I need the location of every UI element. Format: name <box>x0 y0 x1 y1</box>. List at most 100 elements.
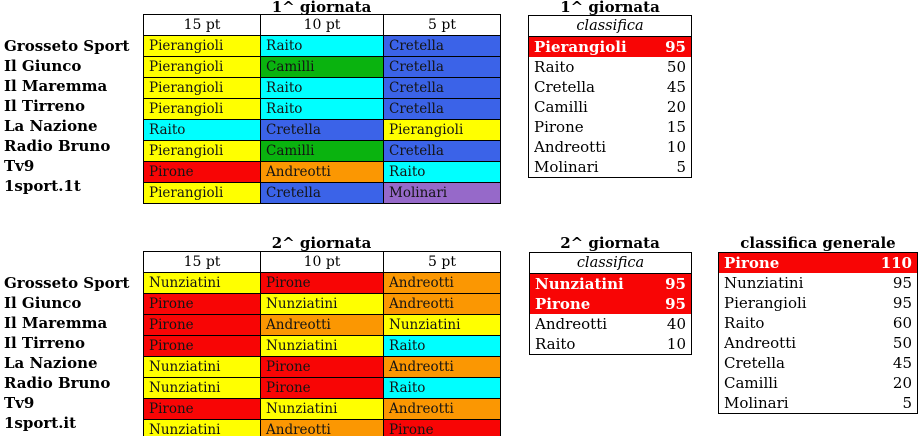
vote-cell: Nunziatini <box>143 419 261 436</box>
publication-label: Il Maremma <box>4 77 108 95</box>
vote-cell: Andreotti <box>260 314 384 336</box>
vote-cell: Pierangioli <box>143 182 261 204</box>
vote-cell: Pirone <box>143 314 261 336</box>
vote-cell: Pirone <box>143 161 261 183</box>
votes-row: Pirone Nunziatini Raito <box>143 335 501 357</box>
vote-cell: Cretella <box>383 140 501 162</box>
classifica-row: Molinari 5 <box>529 157 691 177</box>
general-standings-row: Pirone 110 <box>719 253 917 273</box>
matchday-1-title: 1^ giornata <box>271 0 372 16</box>
votes-row: Pierangioli Camilli Cretella <box>143 56 501 78</box>
points-header-row: 15 pt 10 pt 5 pt <box>143 14 501 36</box>
vote-cell: Nunziatini <box>260 293 384 315</box>
classifica-points: 50 <box>666 58 686 76</box>
general-standings-row: Camilli 20 <box>719 373 917 393</box>
classifica-name: Pirone <box>534 118 584 136</box>
publication-label: La Nazione <box>4 354 98 372</box>
classifica-name: Andreotti <box>534 138 607 156</box>
general-standings-name: Nunziatini <box>724 274 804 292</box>
votes-row: Pirone Andreotti Raito <box>143 161 501 183</box>
general-standings-row: Pierangioli 95 <box>719 293 917 313</box>
vote-cell: Raito <box>260 77 384 99</box>
publication-label: Radio Bruno <box>4 374 111 392</box>
general-standings-row: Raito 60 <box>719 313 917 333</box>
vote-cell: Pirone <box>260 356 384 378</box>
votes-row: Pierangioli Raito Cretella <box>143 77 501 99</box>
classifica-points: 15 <box>666 118 686 136</box>
vote-cell: Camilli <box>260 56 384 78</box>
vote-cell: Nunziatini <box>383 314 501 336</box>
classifica-points: 10 <box>666 335 686 353</box>
vote-cell: Pierangioli <box>383 119 501 141</box>
classifica-points: 10 <box>666 138 686 156</box>
vote-cell: Camilli <box>260 140 384 162</box>
general-standings-name: Cretella <box>724 354 785 372</box>
general-standings-title: classifica generale <box>740 234 896 252</box>
general-standings-name: Molinari <box>724 394 789 412</box>
classifica-points: 95 <box>665 38 686 56</box>
votes-row: Pierangioli Cretella Molinari <box>143 182 501 204</box>
vote-cell: Pirone <box>143 293 261 315</box>
publication-label: 1sport.1t <box>4 177 81 195</box>
vote-cell: Cretella <box>383 56 501 78</box>
vote-cell: Nunziatini <box>143 272 261 294</box>
points-column-header: 5 pt <box>383 14 501 36</box>
general-standings-points: 45 <box>892 354 912 372</box>
classifica-name: Pierangioli <box>534 38 627 56</box>
votes-row: Pierangioli Camilli Cretella <box>143 140 501 162</box>
classifica-row: Andreotti 10 <box>529 137 691 157</box>
general-standings-points: 95 <box>892 274 912 292</box>
vote-cell: Pierangioli <box>143 56 261 78</box>
vote-cell: Cretella <box>383 98 501 120</box>
votes-row: Pirone Nunziatini Andreotti <box>143 293 501 315</box>
publication-label: Radio Bruno <box>4 137 111 155</box>
classifica-points: 40 <box>666 315 686 333</box>
vote-cell: Pierangioli <box>143 77 261 99</box>
vote-cell: Pirone <box>383 419 501 436</box>
matchday-2-title: 2^ giornata <box>271 234 372 252</box>
vote-cell: Cretella <box>260 182 384 204</box>
vote-cell: Raito <box>383 335 501 357</box>
votes-row: Pierangioli Raito Cretella <box>143 35 501 57</box>
general-standings-row: Andreotti 50 <box>719 333 917 353</box>
votes-row: Nunziatini Pirone Andreotti <box>143 356 501 378</box>
classifica-name: Camilli <box>534 98 588 116</box>
classifica-name: Nunziatini <box>535 275 624 293</box>
publication-label: Il Tirreno <box>4 97 86 115</box>
matchday-1-table: 15 pt 10 pt 5 pt Pierangioli Raito Cretella Pi… <box>143 14 501 204</box>
general-standings-row: Molinari 5 <box>719 393 917 413</box>
classifica-row: Raito 10 <box>530 334 691 354</box>
classifica-points: 95 <box>665 275 686 293</box>
vote-cell: Andreotti <box>260 161 384 183</box>
publication-label: Tv9 <box>4 394 35 412</box>
general-standings-points: 20 <box>892 374 912 392</box>
vote-cell: Andreotti <box>383 272 501 294</box>
points-column-header: 10 pt <box>260 251 384 273</box>
general-standings-name: Pirone <box>724 254 780 272</box>
publication-label: Grosseto Sport <box>4 274 130 292</box>
general-standings-name: Raito <box>724 314 765 332</box>
classifica-row: Cretella 45 <box>529 77 691 97</box>
classifica-row: Camilli 20 <box>529 97 691 117</box>
classifica-name: Molinari <box>534 158 599 176</box>
vote-cell: Nunziatini <box>260 335 384 357</box>
votes-row: Nunziatini Andreotti Pirone <box>143 419 501 436</box>
vote-cell: Raito <box>260 35 384 57</box>
vote-cell: Pirone <box>143 335 261 357</box>
classifica-points: 5 <box>676 158 686 176</box>
vote-cell: Pirone <box>260 272 384 294</box>
votes-row: Nunziatini Pirone Andreotti <box>143 272 501 294</box>
votes-row: Pirone Andreotti Nunziatini <box>143 314 501 336</box>
votes-row: Pirone Nunziatini Andreotti <box>143 398 501 420</box>
points-column-header: 10 pt <box>260 14 384 36</box>
vote-cell: Raito <box>383 377 501 399</box>
votes-row: Raito Cretella Pierangioli <box>143 119 501 141</box>
vote-cell: Pierangioli <box>143 140 261 162</box>
classifica-points: 95 <box>665 295 686 313</box>
vote-cell: Andreotti <box>383 398 501 420</box>
general-standings-points: 5 <box>902 394 912 412</box>
classifica-2-table: classifica Nunziatini 95 Pirone 95 Andreotti… <box>529 252 692 355</box>
matchday-2-table: 15 pt 10 pt 5 pt Nunziatini Pirone Andreotti P… <box>143 251 501 436</box>
vote-cell: Nunziatini <box>143 377 261 399</box>
